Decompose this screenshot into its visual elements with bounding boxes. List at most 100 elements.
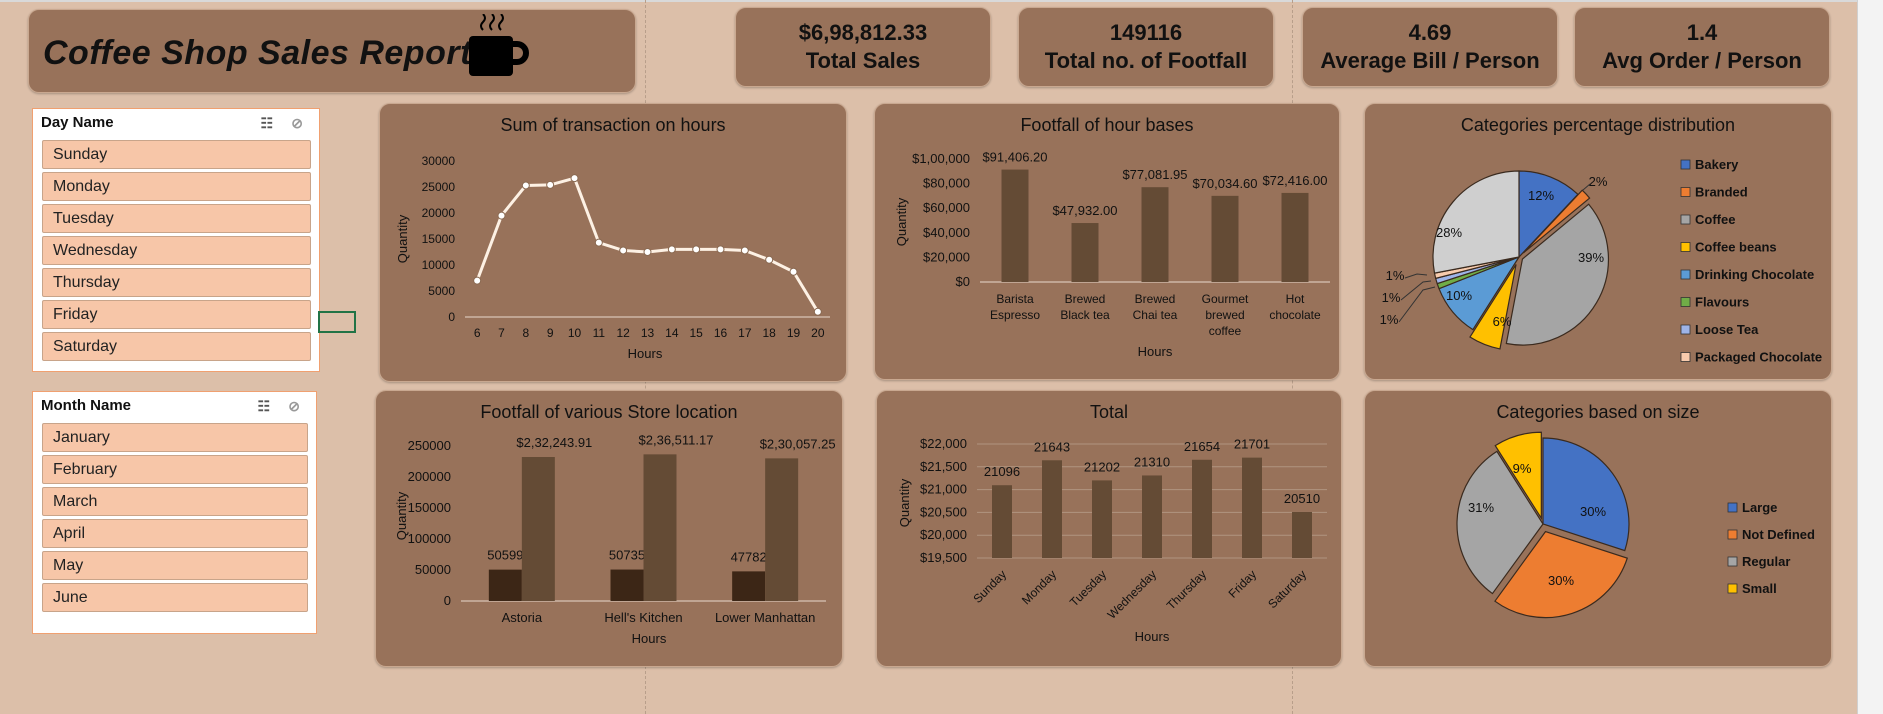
bar <box>1001 169 1029 282</box>
bar <box>1192 459 1212 558</box>
chart-title: Footfall of various Store location <box>480 402 737 422</box>
coffee-cup-icon <box>465 13 531 89</box>
leader-line <box>1400 280 1432 301</box>
x-axis-label: Hours <box>1138 344 1173 359</box>
multi-select-icon[interactable]: ☷ <box>257 398 270 414</box>
bar <box>1292 511 1312 558</box>
y-tick-label: $20,000 <box>923 249 970 264</box>
x-tick-label: 7 <box>498 326 505 340</box>
x-tick-label: 6 <box>474 326 481 340</box>
report-title: Coffee Shop Sales Report <box>43 34 472 72</box>
x-tick-label: 17 <box>738 326 752 340</box>
legend-swatch <box>1680 297 1691 307</box>
y-tick-label: 250000 <box>408 438 451 453</box>
slicer-item-march[interactable]: March <box>42 487 308 516</box>
pie-slice <box>1494 530 1629 619</box>
kpi-average-bill: 4.69 Average Bill / Person <box>1302 7 1558 87</box>
x-tick-label: Hot <box>1286 292 1305 306</box>
legend-label: Loose Tea <box>1695 322 1759 337</box>
data-label: $47,932.00 <box>1052 203 1117 218</box>
y-tick-label: $19,500 <box>920 550 967 565</box>
legend-label: Coffee beans <box>1695 240 1777 255</box>
bar <box>1281 192 1309 282</box>
data-point <box>619 246 628 255</box>
chart-title: Footfall of hour bases <box>1020 115 1193 135</box>
y-tick-label: $0 <box>956 274 970 289</box>
leader-line <box>1582 183 1591 191</box>
slicer-item-may[interactable]: May <box>42 551 308 580</box>
y-tick-label: 30000 <box>422 154 456 168</box>
y-tick-label: $21,500 <box>920 459 967 474</box>
slicer-item-saturday[interactable]: Saturday <box>42 332 311 361</box>
y-tick-label: 0 <box>448 310 455 324</box>
clear-filter-icon[interactable]: ⊘ <box>291 115 303 131</box>
legend-label: Regular <box>1742 554 1790 569</box>
legend-swatch <box>1680 214 1691 225</box>
y-axis-label: Quantity <box>897 478 912 527</box>
legend-label: Coffee <box>1695 212 1735 227</box>
pie-slice <box>1522 189 1591 254</box>
slice-label: 12% <box>1528 188 1554 203</box>
scrollbar[interactable] <box>1857 0 1883 714</box>
data-label: 47782 <box>731 549 767 564</box>
day-name-slicer[interactable]: Day Name ☷ ⊘ Sunday Monday Tuesday Wedne… <box>32 108 320 372</box>
data-point <box>740 246 749 255</box>
kpi-label: Avg Order / Person <box>1602 48 1802 73</box>
y-tick-label: 0 <box>444 593 451 608</box>
slicer-item-april[interactable]: April <box>42 519 308 548</box>
kpi-total-footfall: 149116 Total no. of Footfall <box>1018 7 1274 87</box>
slicer-header: Month Name ☷ ⊘ <box>33 392 316 420</box>
x-tick-label: Monday <box>1019 567 1059 607</box>
y-tick-label: 5000 <box>428 284 455 298</box>
x-tick-label: chocolate <box>1269 308 1321 322</box>
bar <box>1071 223 1099 282</box>
data-label: $77,081.95 <box>1122 167 1187 182</box>
x-tick-label: 10 <box>568 326 582 340</box>
slicer-item-wednesday[interactable]: Wednesday <box>42 236 311 265</box>
slice-label: 30% <box>1580 504 1606 519</box>
bar <box>610 569 644 601</box>
clear-filter-icon[interactable]: ⊘ <box>288 398 300 414</box>
legend-label: Large <box>1742 500 1777 515</box>
data-point <box>594 238 603 247</box>
y-tick-label: $1,00,000 <box>912 151 970 166</box>
slicer-item-tuesday[interactable]: Tuesday <box>42 204 311 233</box>
slicer-item-february[interactable]: February <box>42 455 308 484</box>
y-tick-label: $40,000 <box>923 225 970 240</box>
data-label: $2,30,057.25 <box>760 436 836 451</box>
legend-swatch <box>1727 583 1738 594</box>
slicer-item-sunday[interactable]: Sunday <box>42 140 311 169</box>
kpi-label: Total no. of Footfall <box>1044 48 1248 73</box>
pie-slice <box>1518 170 1579 259</box>
slicer-item-june[interactable]: June <box>42 583 308 612</box>
bar <box>1141 187 1169 282</box>
kpi-total-sales: $6,98,812.33 Total Sales <box>735 7 991 87</box>
bar <box>765 458 799 601</box>
x-tick-label: Tuesday <box>1067 567 1109 609</box>
slicer-item-monday[interactable]: Monday <box>42 172 311 201</box>
slicer-item-friday[interactable]: Friday <box>42 300 311 329</box>
pie-slice <box>1469 264 1517 350</box>
data-point <box>570 174 579 183</box>
y-tick-label: 25000 <box>422 180 456 194</box>
multi-select-icon[interactable]: ☷ <box>260 115 273 131</box>
slice-label: 28% <box>1436 225 1462 240</box>
slicer-title: Day Name <box>41 114 114 131</box>
chart-transactions-hours: Sum of transaction on hours 0 5000 10000 150… <box>379 103 847 382</box>
chart-categories-percentage: Categories percentage distribution 12% 39%… <box>1364 103 1832 380</box>
month-name-slicer[interactable]: Month Name ☷ ⊘ January February March Ap… <box>32 391 317 634</box>
data-point <box>473 276 482 285</box>
slicer-item-january[interactable]: January <box>42 423 308 452</box>
pie-slice <box>1494 431 1542 521</box>
x-tick-label: Chai tea <box>1133 308 1178 322</box>
data-point <box>667 245 676 254</box>
kpi-value: 4.69 <box>1408 20 1452 45</box>
selected-cell[interactable] <box>318 311 356 333</box>
bar <box>1211 195 1239 282</box>
data-label: $70,034.60 <box>1192 176 1257 191</box>
bar <box>1142 475 1162 558</box>
y-tick-label: $60,000 <box>923 200 970 215</box>
legend-label: Packaged Chocolate <box>1695 350 1822 365</box>
slicer-item-thursday[interactable]: Thursday <box>42 268 311 297</box>
x-axis-label: Hours <box>632 631 667 646</box>
